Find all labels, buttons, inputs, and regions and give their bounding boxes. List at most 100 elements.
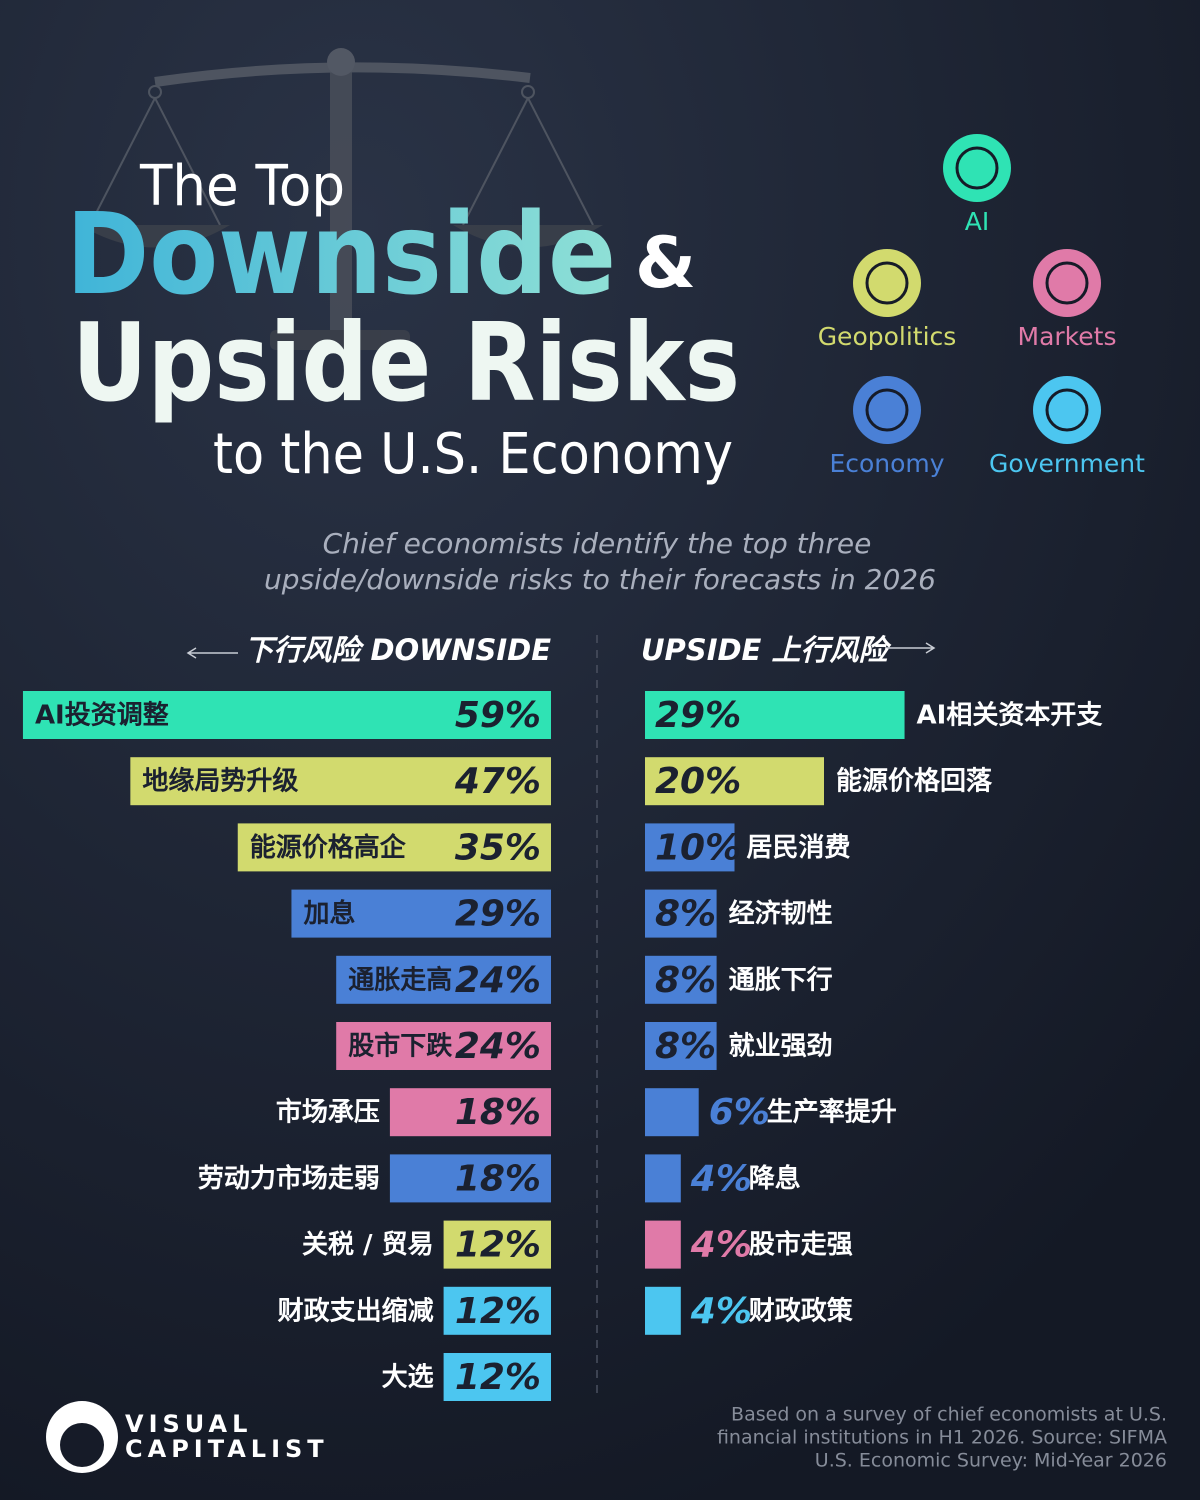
category-label: AI投资调整 (35, 700, 169, 731)
title-kicker: The Top (139, 154, 345, 219)
legend-label: Markets (1018, 322, 1117, 351)
subtitle-line: Chief economists identify the top three (323, 527, 872, 560)
category-label: 就业强劲 (729, 1032, 833, 1062)
brand-logo (46, 1401, 118, 1473)
legend-icon-glyph (865, 261, 909, 305)
value-label: 12% (455, 1225, 541, 1266)
title-upside: Upside Risks (72, 301, 740, 426)
column-title: 下行风险 DOWNSIDE (244, 633, 551, 667)
category-label: AI相关资本开支 (917, 701, 1103, 731)
bar (443, 1353, 551, 1401)
bar (389, 1154, 551, 1203)
category-label: 财政支出缩减 (278, 1295, 434, 1326)
legend-icon (943, 134, 1011, 202)
category-label: 生产率提升 (767, 1097, 897, 1128)
bar (22, 691, 551, 739)
category-label: 加息 (303, 898, 355, 929)
bar (645, 1286, 681, 1335)
value-label: 4% (690, 1291, 752, 1332)
bar (645, 1022, 717, 1070)
category-label: 股市下跌 (348, 1031, 452, 1062)
value-label: 12% (455, 1357, 541, 1398)
category-label: 关税 / 贸易 (302, 1230, 434, 1260)
bar (645, 1220, 681, 1269)
bar (336, 955, 551, 1004)
legend-icon-glyph (955, 146, 999, 190)
legend-label: AI (965, 207, 989, 236)
legend-label: Government (989, 449, 1145, 478)
category-label: 降息 (749, 1163, 801, 1194)
legend-item: Economy (829, 376, 945, 478)
legend-label: Geopolitics (818, 322, 957, 351)
value-label: 4% (690, 1158, 752, 1199)
legend-icon (1033, 249, 1101, 317)
value-label: 20% (655, 761, 741, 802)
value-label: 8% (655, 894, 716, 935)
scale-illustration (80, 48, 603, 350)
legend-icon-glyph (865, 388, 909, 432)
category-label: 地缘局势升级 (142, 766, 298, 797)
legend-icon (853, 249, 921, 317)
category-label: 股市走强 (749, 1229, 853, 1260)
legend-item: Government (989, 376, 1145, 478)
bar (645, 691, 905, 739)
bar (291, 889, 551, 938)
category-label: 通胀下行 (729, 964, 833, 995)
bar (130, 757, 551, 806)
legend-icon-glyph (1045, 261, 1089, 305)
value-label: 18% (455, 1092, 541, 1133)
source-note: U.S. Economic Survey: Mid-Year 2026 (815, 1450, 1167, 1472)
legend-item: AI (943, 134, 1011, 236)
value-label: 35% (455, 827, 541, 868)
bar (389, 1088, 551, 1137)
brand-line: CAPITALIST (125, 1435, 329, 1463)
category-label: 财政政策 (749, 1295, 853, 1326)
category-label: 能源价格回落 (836, 766, 993, 797)
legend-label: Economy (829, 449, 944, 478)
value-label: 24% (455, 960, 541, 1001)
category-label: 市场承压 (276, 1097, 380, 1128)
title-downside: Downside (66, 190, 616, 320)
category-label: 劳动力市场走弱 (198, 1163, 380, 1194)
value-label: 24% (455, 1026, 541, 1067)
value-label: 59% (455, 695, 541, 736)
bar (645, 1154, 681, 1203)
value-label: 8% (655, 1026, 716, 1067)
category-label: 大选 (382, 1363, 434, 1393)
legend-icon (853, 376, 921, 444)
subtitle-line: upside/downside risks to their forecasts… (264, 563, 936, 596)
value-label: 47% (454, 761, 541, 802)
category-label: 通胀走高 (348, 964, 452, 995)
source-note: Based on a survey of chief economists at… (731, 1404, 1167, 1426)
bar (336, 1022, 551, 1070)
title-subline: to the U.S. Economy (213, 422, 733, 487)
value-label: 18% (455, 1158, 541, 1199)
value-label: 12% (455, 1291, 541, 1332)
category-label: 居民消费 (747, 833, 851, 863)
value-label: 4% (690, 1225, 752, 1266)
value-label: 29% (655, 695, 741, 736)
bar (443, 1286, 551, 1335)
value-label: 10% (655, 827, 741, 868)
value-label: 29% (455, 894, 541, 935)
legend-icon-glyph (1045, 388, 1089, 432)
brand-line: VISUAL (125, 1410, 252, 1438)
category-label: 经济韧性 (729, 898, 833, 929)
value-label: 8% (655, 960, 716, 1001)
category-label: 能源价格高企 (250, 832, 407, 863)
bar (645, 823, 735, 872)
bar (645, 1088, 699, 1137)
legend-icon (1033, 376, 1101, 444)
bar (237, 823, 551, 872)
column-title: UPSIDE 上行风险 (641, 633, 891, 667)
bar (645, 889, 717, 938)
header-arrows (186, 642, 936, 659)
title-amp: & (635, 222, 696, 304)
bar (443, 1220, 551, 1269)
legend-item: Markets (1018, 249, 1117, 351)
bar (645, 757, 824, 806)
value-label: 6% (709, 1092, 770, 1133)
bar (645, 955, 717, 1004)
